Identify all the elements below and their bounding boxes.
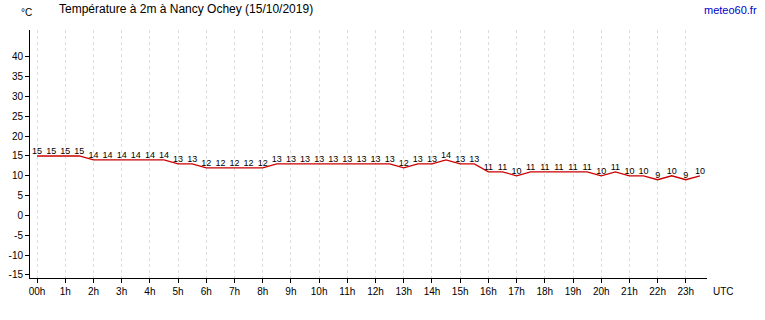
svg-text:2h: 2h (88, 286, 99, 297)
svg-text:35: 35 (12, 71, 24, 82)
svg-text:12: 12 (201, 158, 211, 168)
svg-text:15: 15 (60, 146, 70, 156)
svg-text:13: 13 (328, 154, 338, 164)
svg-text:10: 10 (624, 166, 634, 176)
svg-text:6h: 6h (201, 286, 212, 297)
svg-text:3h: 3h (116, 286, 127, 297)
svg-text:13: 13 (427, 154, 437, 164)
svg-text:14: 14 (131, 150, 141, 160)
svg-text:5h: 5h (173, 286, 184, 297)
svg-text:15: 15 (12, 150, 24, 161)
svg-text:9: 9 (655, 170, 660, 180)
svg-text:11: 11 (484, 162, 493, 172)
svg-text:15: 15 (46, 146, 56, 156)
svg-text:12: 12 (399, 158, 409, 168)
svg-text:15h: 15h (452, 286, 469, 297)
svg-text:-10: -10 (9, 250, 24, 261)
svg-text:10: 10 (512, 166, 522, 176)
svg-text:11: 11 (611, 162, 620, 172)
svg-text:15: 15 (74, 146, 84, 156)
svg-text:13: 13 (314, 154, 324, 164)
svg-text:12: 12 (215, 158, 225, 168)
svg-text:20: 20 (12, 131, 24, 142)
svg-text:13h: 13h (395, 286, 412, 297)
svg-text:13: 13 (455, 154, 465, 164)
svg-text:18h: 18h (536, 286, 553, 297)
svg-text:Température à 2m à Nancy Ochey: Température à 2m à Nancy Ochey (15/10/20… (59, 2, 313, 16)
svg-text:13: 13 (469, 154, 479, 164)
svg-text:19h: 19h (565, 286, 582, 297)
svg-text:-5: -5 (14, 230, 23, 241)
svg-text:1h: 1h (60, 286, 71, 297)
svg-text:25: 25 (12, 111, 24, 122)
svg-text:13: 13 (413, 154, 423, 164)
svg-text:°C: °C (21, 7, 32, 18)
svg-text:13: 13 (187, 154, 197, 164)
svg-text:13: 13 (356, 154, 366, 164)
svg-text:10: 10 (667, 166, 677, 176)
svg-text:16h: 16h (480, 286, 497, 297)
svg-text:11: 11 (526, 162, 535, 172)
svg-text:12: 12 (230, 158, 240, 168)
svg-text:22h: 22h (649, 286, 666, 297)
svg-text:00h: 00h (29, 286, 46, 297)
svg-text:13: 13 (286, 154, 296, 164)
svg-text:10h: 10h (311, 286, 328, 297)
svg-text:5: 5 (17, 190, 23, 201)
svg-text:11: 11 (568, 162, 577, 172)
svg-text:9h: 9h (285, 286, 296, 297)
svg-text:9: 9 (683, 170, 688, 180)
svg-text:14: 14 (145, 150, 155, 160)
svg-text:14: 14 (159, 150, 169, 160)
svg-text:UTC: UTC (713, 286, 734, 297)
svg-text:0: 0 (17, 210, 23, 221)
svg-text:7h: 7h (229, 286, 240, 297)
svg-text:14: 14 (441, 150, 451, 160)
svg-text:14h: 14h (424, 286, 441, 297)
svg-text:15: 15 (32, 146, 42, 156)
svg-text:11: 11 (498, 162, 507, 172)
svg-text:14: 14 (103, 150, 113, 160)
svg-text:12: 12 (258, 158, 268, 168)
svg-text:8h: 8h (257, 286, 268, 297)
svg-text:11: 11 (540, 162, 549, 172)
svg-text:11h: 11h (339, 286, 355, 297)
svg-text:11: 11 (554, 162, 563, 172)
svg-text:23h: 23h (677, 286, 694, 297)
svg-text:11: 11 (582, 162, 591, 172)
svg-text:21h: 21h (621, 286, 638, 297)
svg-text:10: 10 (596, 166, 606, 176)
svg-text:-15: -15 (9, 269, 24, 280)
svg-text:13: 13 (173, 154, 183, 164)
svg-text:13: 13 (342, 154, 352, 164)
svg-text:14: 14 (88, 150, 98, 160)
svg-text:20h: 20h (593, 286, 610, 297)
svg-text:12: 12 (244, 158, 254, 168)
svg-text:40: 40 (12, 51, 24, 62)
svg-text:12h: 12h (367, 286, 384, 297)
svg-text:10: 10 (639, 166, 649, 176)
svg-text:30: 30 (12, 91, 24, 102)
svg-text:4h: 4h (144, 286, 155, 297)
svg-text:10: 10 (695, 166, 705, 176)
svg-text:13: 13 (371, 154, 381, 164)
svg-text:17h: 17h (508, 286, 525, 297)
svg-text:13: 13 (272, 154, 282, 164)
svg-text:14: 14 (117, 150, 127, 160)
svg-text:10: 10 (12, 170, 24, 181)
svg-text:13: 13 (385, 154, 395, 164)
svg-text:meteo60.fr: meteo60.fr (704, 4, 757, 16)
svg-text:13: 13 (300, 154, 310, 164)
